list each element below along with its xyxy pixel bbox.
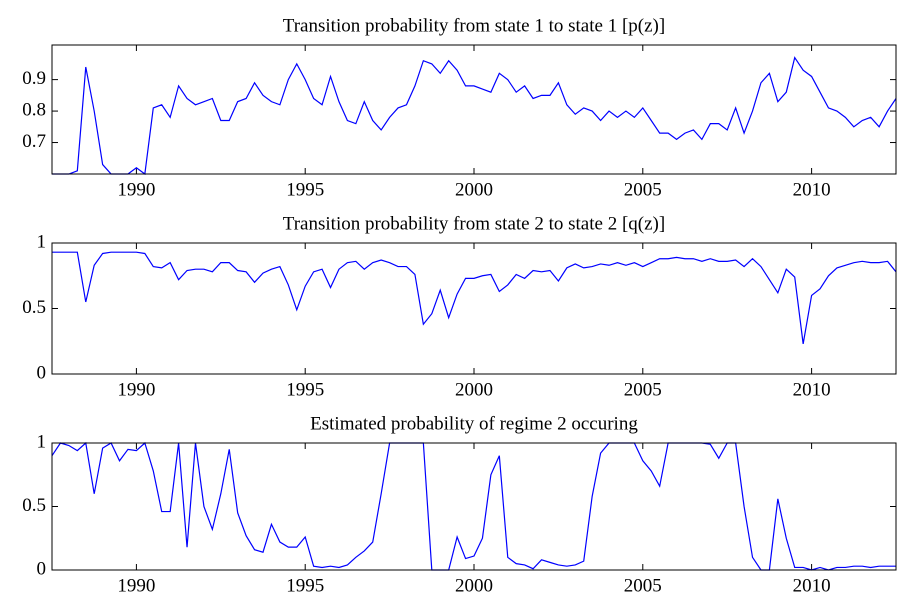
x-tick-label: 2010 — [793, 575, 831, 596]
x-tick-label: 2010 — [793, 379, 831, 400]
x-tick-label: 2000 — [455, 575, 493, 596]
data-line — [52, 251, 896, 344]
x-tick-label: 2010 — [793, 179, 831, 200]
x-tick-label: 2000 — [455, 379, 493, 400]
x-tick-label: 1995 — [286, 379, 324, 400]
x-tick-label: 1995 — [286, 179, 324, 200]
x-tick-label: 1990 — [117, 179, 155, 200]
data-line — [52, 442, 896, 571]
x-tick-label: 1995 — [286, 575, 324, 596]
x-tick-label: 2000 — [455, 179, 493, 200]
y-tick-label: 1 — [37, 431, 47, 452]
y-tick-label: 1 — [37, 231, 47, 252]
axes-frame — [51, 242, 897, 375]
x-tick-label: 2005 — [624, 179, 662, 200]
x-tick-label: 2005 — [624, 379, 662, 400]
data-line — [52, 56, 896, 175]
y-tick-label: 0 — [37, 362, 47, 383]
x-tick-label: 1990 — [117, 379, 155, 400]
chart-title: Estimated probability of regime 2 occuri… — [310, 413, 638, 434]
y-tick-label: 0.7 — [22, 131, 46, 152]
y-tick-label: 0.8 — [22, 99, 46, 120]
x-tick-label: 2005 — [624, 575, 662, 596]
chart-title: Transition probability from state 1 to s… — [283, 15, 665, 36]
y-tick-label: 0.5 — [22, 495, 46, 516]
y-tick-label: 0 — [37, 558, 47, 579]
x-tick-label: 1990 — [117, 575, 155, 596]
chart-title: Transition probability from state 2 to s… — [283, 213, 665, 234]
axes-frame — [51, 44, 897, 175]
y-tick-label: 0.9 — [22, 68, 46, 89]
axes-frame — [51, 442, 897, 571]
y-tick-label: 0.5 — [22, 297, 46, 318]
